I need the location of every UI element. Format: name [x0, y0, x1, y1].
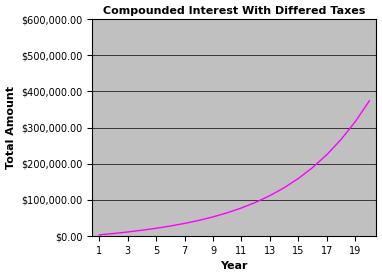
Y-axis label: Total Amount: Total Amount [6, 86, 16, 169]
Title: Compounded Interest With Differed Taxes: Compounded Interest With Differed Taxes [103, 6, 366, 16]
X-axis label: Year: Year [220, 261, 248, 271]
